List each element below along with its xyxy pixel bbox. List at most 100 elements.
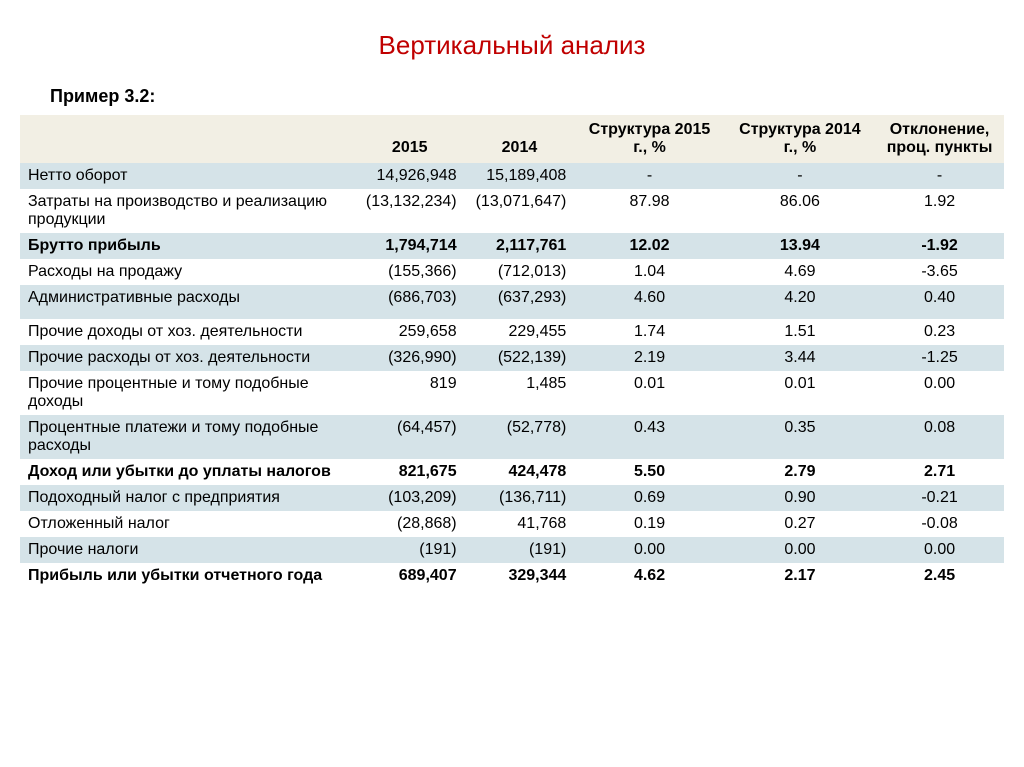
row-label: Прочие процентные и тому подобные доходы bbox=[20, 371, 355, 415]
cell-2014: 229,455 bbox=[465, 319, 575, 345]
example-label: Пример 3.2: bbox=[50, 86, 1004, 107]
cell-deviation: - bbox=[875, 163, 1004, 189]
cell-2015: (191) bbox=[355, 537, 465, 563]
header-deviation: Отклонение, проц. пункты bbox=[875, 115, 1004, 163]
row-label: Брутто прибыль bbox=[20, 233, 355, 259]
cell-structure-2014: 86.06 bbox=[725, 189, 875, 233]
cell-structure-2015: 0.69 bbox=[574, 485, 724, 511]
cell-deviation: 1.92 bbox=[875, 189, 1004, 233]
cell-2015: 689,407 bbox=[355, 563, 465, 589]
row-label: Прочие расходы от хоз. деятельности bbox=[20, 345, 355, 371]
cell-structure-2015: 0.01 bbox=[574, 371, 724, 415]
cell-2015: (155,366) bbox=[355, 259, 465, 285]
row-label: Нетто оборот bbox=[20, 163, 355, 189]
cell-structure-2015: 4.60 bbox=[574, 285, 724, 319]
cell-structure-2015: 1.04 bbox=[574, 259, 724, 285]
cell-2014: (191) bbox=[465, 537, 575, 563]
table-row: Административные расходы(686,703)(637,29… bbox=[20, 285, 1004, 319]
table-row: Прочие доходы от хоз. деятельности259,65… bbox=[20, 319, 1004, 345]
row-label: Подоходный налог с предприятия bbox=[20, 485, 355, 511]
cell-structure-2014: 4.20 bbox=[725, 285, 875, 319]
cell-structure-2015: - bbox=[574, 163, 724, 189]
cell-2015: 821,675 bbox=[355, 459, 465, 485]
cell-structure-2014: 0.90 bbox=[725, 485, 875, 511]
cell-structure-2014: - bbox=[725, 163, 875, 189]
cell-deviation: 0.00 bbox=[875, 537, 1004, 563]
table-row: Прибыль или убытки отчетного года689,407… bbox=[20, 563, 1004, 589]
table-row: Подоходный налог с предприятия(103,209)(… bbox=[20, 485, 1004, 511]
page-title: Вертикальный анализ bbox=[20, 30, 1004, 61]
cell-structure-2014: 0.27 bbox=[725, 511, 875, 537]
analysis-table: 2015 2014 Структура 2015 г., % Структура… bbox=[20, 115, 1004, 589]
header-2014: 2014 bbox=[465, 115, 575, 163]
table-row: Нетто оборот14,926,94815,189,408--- bbox=[20, 163, 1004, 189]
row-label: Отложенный налог bbox=[20, 511, 355, 537]
table-row: Брутто прибыль1,794,7142,117,76112.0213.… bbox=[20, 233, 1004, 259]
cell-2015: 14,926,948 bbox=[355, 163, 465, 189]
cell-2015: 819 bbox=[355, 371, 465, 415]
cell-deviation: -0.21 bbox=[875, 485, 1004, 511]
cell-structure-2015: 4.62 bbox=[574, 563, 724, 589]
table-row: Отложенный налог(28,868)41,7680.190.27-0… bbox=[20, 511, 1004, 537]
cell-deviation: 0.40 bbox=[875, 285, 1004, 319]
table-body: Нетто оборот14,926,94815,189,408---Затра… bbox=[20, 163, 1004, 589]
cell-2015: (28,868) bbox=[355, 511, 465, 537]
row-label: Прочие налоги bbox=[20, 537, 355, 563]
cell-2014: 41,768 bbox=[465, 511, 575, 537]
cell-structure-2014: 1.51 bbox=[725, 319, 875, 345]
header-structure-2014: Структура 2014 г., % bbox=[725, 115, 875, 163]
cell-2014: (136,711) bbox=[465, 485, 575, 511]
cell-structure-2015: 2.19 bbox=[574, 345, 724, 371]
cell-deviation: 0.23 bbox=[875, 319, 1004, 345]
cell-deviation: 0.08 bbox=[875, 415, 1004, 459]
cell-2014: (637,293) bbox=[465, 285, 575, 319]
cell-2015: (64,457) bbox=[355, 415, 465, 459]
cell-deviation: -3.65 bbox=[875, 259, 1004, 285]
table-row: Прочие процентные и тому подобные доходы… bbox=[20, 371, 1004, 415]
cell-deviation: -1.92 bbox=[875, 233, 1004, 259]
row-label: Прочие доходы от хоз. деятельности bbox=[20, 319, 355, 345]
cell-structure-2015: 1.74 bbox=[574, 319, 724, 345]
cell-2015: (326,990) bbox=[355, 345, 465, 371]
cell-2014: 329,344 bbox=[465, 563, 575, 589]
cell-2014: 424,478 bbox=[465, 459, 575, 485]
cell-structure-2014: 4.69 bbox=[725, 259, 875, 285]
cell-structure-2014: 0.35 bbox=[725, 415, 875, 459]
table-row: Прочие налоги(191)(191)0.000.000.00 bbox=[20, 537, 1004, 563]
cell-2015: (13,132,234) bbox=[355, 189, 465, 233]
cell-structure-2014: 3.44 bbox=[725, 345, 875, 371]
cell-structure-2015: 87.98 bbox=[574, 189, 724, 233]
cell-structure-2015: 0.43 bbox=[574, 415, 724, 459]
cell-structure-2014: 0.01 bbox=[725, 371, 875, 415]
header-blank bbox=[20, 115, 355, 163]
table-row: Прочие расходы от хоз. деятельности(326,… bbox=[20, 345, 1004, 371]
cell-2015: (686,703) bbox=[355, 285, 465, 319]
cell-structure-2014: 2.79 bbox=[725, 459, 875, 485]
table-row: Расходы на продажу(155,366)(712,013)1.04… bbox=[20, 259, 1004, 285]
cell-deviation: -0.08 bbox=[875, 511, 1004, 537]
cell-deviation: 0.00 bbox=[875, 371, 1004, 415]
row-label: Прибыль или убытки отчетного года bbox=[20, 563, 355, 589]
cell-structure-2014: 2.17 bbox=[725, 563, 875, 589]
cell-2014: (522,139) bbox=[465, 345, 575, 371]
row-label: Затраты на производство и реализацию про… bbox=[20, 189, 355, 233]
cell-structure-2014: 13.94 bbox=[725, 233, 875, 259]
cell-2014: (52,778) bbox=[465, 415, 575, 459]
cell-deviation: 2.45 bbox=[875, 563, 1004, 589]
header-2015: 2015 bbox=[355, 115, 465, 163]
row-label: Административные расходы bbox=[20, 285, 355, 319]
cell-structure-2014: 0.00 bbox=[725, 537, 875, 563]
cell-structure-2015: 0.19 bbox=[574, 511, 724, 537]
header-structure-2015: Структура 2015 г., % bbox=[574, 115, 724, 163]
cell-2015: 1,794,714 bbox=[355, 233, 465, 259]
cell-structure-2015: 0.00 bbox=[574, 537, 724, 563]
cell-2014: (13,071,647) bbox=[465, 189, 575, 233]
cell-2014: 15,189,408 bbox=[465, 163, 575, 189]
table-row: Затраты на производство и реализацию про… bbox=[20, 189, 1004, 233]
row-label: Доход или убытки до уплаты налогов bbox=[20, 459, 355, 485]
cell-structure-2015: 5.50 bbox=[574, 459, 724, 485]
row-label: Расходы на продажу bbox=[20, 259, 355, 285]
cell-2015: (103,209) bbox=[355, 485, 465, 511]
table-row: Доход или убытки до уплаты налогов821,67… bbox=[20, 459, 1004, 485]
cell-2014: 1,485 bbox=[465, 371, 575, 415]
